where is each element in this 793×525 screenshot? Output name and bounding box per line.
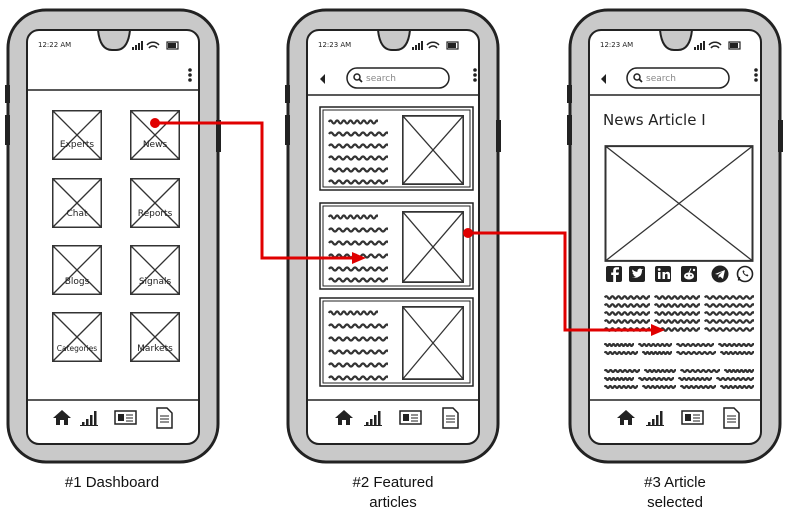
status-icons	[132, 41, 179, 50]
telegram-icon[interactable]	[711, 265, 729, 283]
document-icon[interactable]	[723, 407, 740, 429]
home-icon[interactable]	[53, 410, 71, 425]
status-time: 12:23 AM	[600, 41, 633, 49]
caption-article-line2: selected	[647, 494, 703, 511]
tile-signals[interactable]: Signals	[130, 245, 180, 295]
tile-label: Categories	[57, 344, 98, 353]
caption-featured-line2: articles	[369, 494, 417, 511]
article-card[interactable]	[319, 297, 474, 387]
share-icon-row	[606, 265, 754, 283]
back-arrow-icon[interactable]	[601, 74, 606, 84]
caption-article-line1: #3 Article	[644, 474, 706, 491]
tile-label: Experts	[60, 140, 94, 150]
search-field[interactable]: search	[626, 67, 730, 89]
search-placeholder: search	[366, 74, 396, 84]
bottom-nav	[53, 407, 173, 429]
caption-featured-line1: #2 Featured	[353, 474, 434, 491]
status-time: 12:22 AM	[38, 41, 71, 49]
id-card-icon[interactable]	[399, 410, 422, 425]
tile-label: Reports	[138, 209, 173, 219]
home-icon[interactable]	[617, 410, 635, 425]
search-field[interactable]: search	[346, 67, 450, 89]
id-card-icon[interactable]	[681, 410, 704, 425]
tile-chat[interactable]: Chat	[52, 178, 102, 228]
phone-article-selected: 12:23 AM search News Article I	[567, 8, 783, 464]
article-hero-image	[604, 145, 754, 262]
more-menu-icon[interactable]	[188, 68, 192, 82]
more-menu-icon[interactable]	[473, 68, 477, 82]
id-card-icon[interactable]	[114, 410, 137, 425]
article-title: News Article I	[603, 111, 706, 129]
back-arrow-icon[interactable]	[320, 74, 325, 84]
twitter-icon[interactable]	[629, 266, 645, 282]
tile-label: News	[143, 140, 168, 150]
whatsapp-icon[interactable]	[736, 265, 754, 283]
bottom-nav	[335, 407, 459, 429]
reddit-icon[interactable]	[681, 266, 697, 282]
signal-bars-icon[interactable]	[364, 411, 382, 426]
more-menu-icon[interactable]	[754, 68, 758, 82]
article-card[interactable]	[319, 202, 474, 290]
tile-blogs[interactable]: Blogs	[52, 245, 102, 295]
status-time: 12:23 AM	[318, 41, 351, 49]
tile-reports[interactable]: Reports	[130, 178, 180, 228]
tile-label: Signals	[139, 277, 172, 287]
search-placeholder: search	[646, 74, 676, 84]
signal-bars-icon[interactable]	[80, 411, 98, 426]
tile-label: Markets	[137, 344, 173, 354]
facebook-icon[interactable]	[606, 266, 622, 282]
tile-categories[interactable]: Categories	[52, 312, 102, 362]
signal-bars-icon[interactable]	[646, 411, 664, 426]
article-card[interactable]	[319, 106, 474, 191]
dashboard-tile-grid: Experts News Chat Reports Blogs Signals	[52, 110, 180, 362]
search-icon	[633, 73, 643, 83]
phone-featured-articles: 12:23 AM search	[285, 8, 501, 464]
tile-news[interactable]: News	[130, 110, 180, 160]
bottom-nav	[617, 407, 740, 429]
home-icon[interactable]	[335, 410, 353, 425]
tile-label: Blogs	[65, 277, 90, 287]
status-icons	[694, 41, 741, 50]
document-icon[interactable]	[156, 407, 173, 429]
tile-label: Chat	[66, 209, 88, 219]
linkedin-icon[interactable]	[655, 266, 671, 282]
tile-markets[interactable]: Markets	[130, 312, 180, 362]
caption-dashboard: #1 Dashboard	[65, 474, 159, 491]
flow-arrow-featured-to-article	[463, 228, 665, 336]
tile-experts[interactable]: Experts	[52, 110, 102, 160]
phone-dashboard: 12:22 AM Experts News Chat	[5, 8, 221, 464]
search-icon	[353, 73, 363, 83]
flow-arrow-news-to-featured	[150, 118, 366, 264]
document-icon[interactable]	[442, 407, 459, 429]
status-icons	[412, 41, 459, 50]
